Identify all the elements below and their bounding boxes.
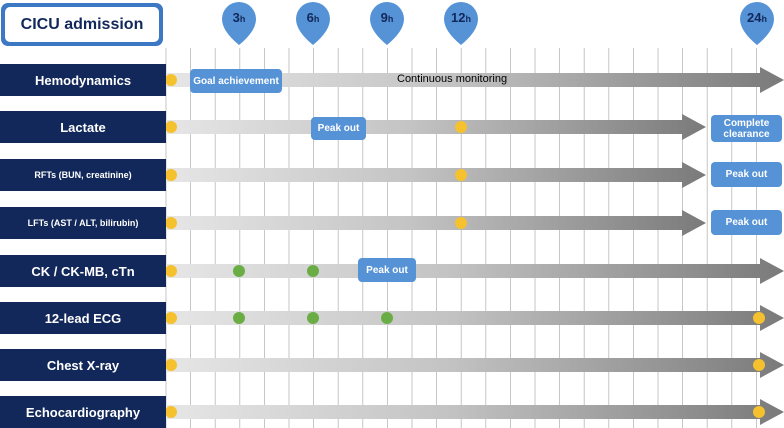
timepoint-unit: h (465, 14, 471, 24)
timepoint-label: 6h (293, 10, 333, 25)
timepoint-number: 3 (232, 10, 240, 25)
timepoint-label: 3h (219, 10, 259, 25)
yellow-marker-dot (165, 74, 177, 86)
yellow-marker-dot (455, 169, 467, 181)
timepoint-label: 9h (367, 10, 407, 25)
yellow-marker-dot (165, 265, 177, 277)
timepoint-label: 24h (737, 10, 777, 25)
row-label: Echocardiography (0, 396, 166, 428)
row-label: LFTs (AST / ALT, bilirubin) (0, 207, 166, 239)
timeline-arrow (166, 305, 784, 331)
timepoint-unit: h (313, 14, 320, 24)
continuous-monitoring-text: Continuous monitoring (397, 73, 508, 85)
yellow-marker-dot (753, 359, 765, 371)
lactate-complete-clearance-callout: Complete clearance (711, 115, 782, 142)
timepoint-unit: h (239, 14, 246, 24)
row-label: Chest X-ray (0, 349, 166, 381)
timepoint-number: 9 (380, 10, 388, 25)
row-label: Lactate (0, 111, 166, 143)
timepoint-pin (296, 2, 330, 45)
rft-peak-out-callout: Peak out (711, 162, 782, 187)
timeline-arrow (166, 399, 784, 425)
green-marker-dot (233, 312, 245, 324)
green-marker-dot (307, 265, 319, 277)
yellow-marker-dot (165, 359, 177, 371)
row-label: RFTs (BUN, creatinine) (0, 159, 166, 191)
timepoint-unit: h (387, 14, 394, 24)
yellow-marker-dot (753, 406, 765, 418)
yellow-marker-dot (165, 406, 177, 418)
timepoint-number: 12 (451, 10, 466, 25)
yellow-marker-dot (165, 121, 177, 133)
timepoint-pin (370, 2, 404, 45)
timeline-arrow (166, 67, 784, 93)
timeline-arrow (166, 258, 784, 284)
timepoint-label: 12h (441, 10, 481, 25)
timepoint-number: 24 (747, 10, 762, 25)
row-label: CK / CK-MB, cTn (0, 255, 166, 287)
yellow-marker-dot (753, 312, 765, 324)
green-marker-dot (381, 312, 393, 324)
row-label: 12-lead ECG (0, 302, 166, 334)
yellow-marker-dot (455, 217, 467, 229)
timeline-arrow (166, 210, 706, 236)
timeline-arrow (166, 114, 706, 140)
yellow-marker-dot (165, 312, 177, 324)
green-marker-dot (233, 265, 245, 277)
title-box: CICU admission (1, 3, 163, 46)
green-marker-dot (307, 312, 319, 324)
lft-peak-out-callout: Peak out (711, 210, 782, 235)
row-label: Hemodynamics (0, 64, 166, 96)
yellow-marker-dot (165, 217, 177, 229)
yellow-marker-dot (455, 121, 467, 133)
goal-achievement-callout: Goal achievement (190, 69, 282, 93)
ck-peak-out-callout: Peak out (358, 258, 416, 282)
timepoint-pin (444, 2, 478, 45)
timeline-arrow (166, 162, 706, 188)
timepoint-number: 6 (306, 10, 314, 25)
yellow-marker-dot (165, 169, 177, 181)
timepoint-pin (740, 2, 774, 45)
timepoint-unit: h (761, 14, 767, 24)
timeline-arrow (166, 352, 784, 378)
diagram-title: CICU admission (5, 7, 159, 42)
lactate-peak-out-callout: Peak out (311, 117, 366, 140)
timepoint-pin (222, 2, 256, 45)
